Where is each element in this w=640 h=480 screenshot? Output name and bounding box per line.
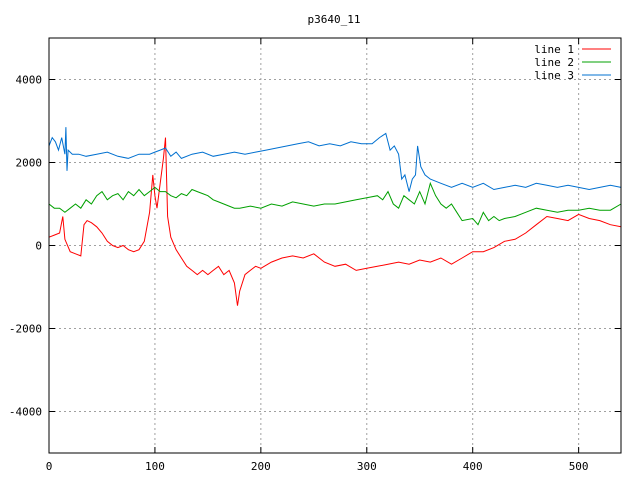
legend-label-line-1: line 1 <box>534 43 574 56</box>
x-tick-label: 0 <box>46 460 53 473</box>
y-tick-label: -2000 <box>9 323 42 336</box>
series-line-3 <box>48 127 622 192</box>
x-tick-label: 100 <box>145 460 165 473</box>
series-line-2 <box>48 181 622 226</box>
y-tick-label: 2000 <box>16 157 43 170</box>
x-tick-label: 300 <box>357 460 377 473</box>
series-layer <box>48 127 622 306</box>
legend-label-line-3: line 3 <box>534 69 574 82</box>
x-tick-label: 200 <box>251 460 271 473</box>
chart-title: p3640_11 <box>308 13 361 26</box>
grid-layer <box>49 38 621 453</box>
y-tick-label: 0 <box>35 240 42 253</box>
series-line-1 <box>48 137 622 306</box>
tick-layer: -4000 -2000 0 2000 4000 0 100 200 300 400 500 <box>9 38 621 473</box>
plot-frame <box>48 37 622 454</box>
x-tick-label: 500 <box>569 460 589 473</box>
y-tick-label: 4000 <box>16 74 43 87</box>
x-tick-label: 400 <box>463 460 483 473</box>
legend-label-line-2: line 2 <box>534 56 574 69</box>
y-tick-label: -4000 <box>9 406 42 419</box>
